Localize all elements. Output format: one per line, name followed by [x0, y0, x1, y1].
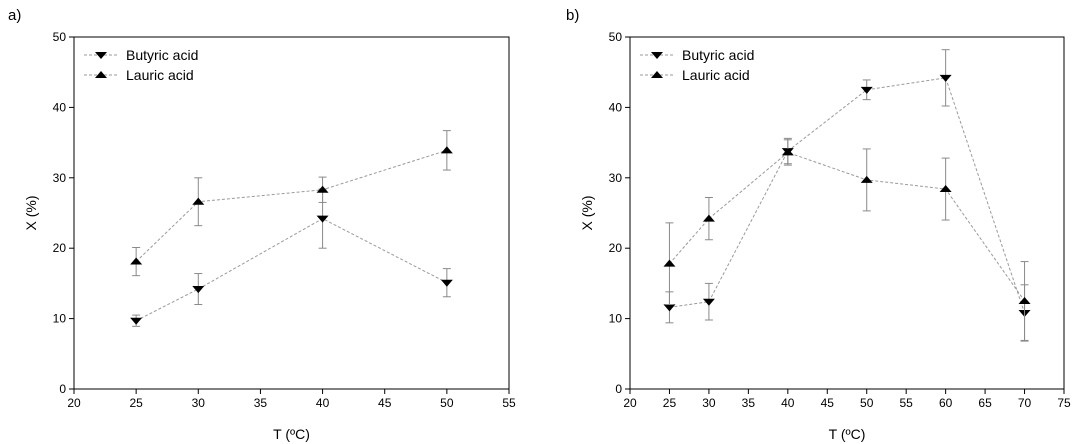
x-tick-label: 50 — [440, 396, 454, 410]
point-triangle-down — [939, 74, 952, 82]
point-triangle-up — [939, 185, 952, 193]
legend-marker-triangle-down — [95, 52, 107, 60]
x-tick-label: 65 — [978, 396, 992, 410]
point-triangle-up — [192, 197, 205, 205]
point-triangle-up — [1018, 296, 1031, 304]
legend-label: Butyric acid — [682, 47, 754, 63]
legend-label: Lauric acid — [126, 67, 194, 83]
series-line — [135, 149, 448, 262]
y-tick-label: 0 — [615, 382, 622, 396]
legend-label: Lauric acid — [682, 67, 750, 83]
series-line — [135, 218, 448, 322]
legend-marker-triangle-down — [651, 52, 663, 60]
series-butyric — [663, 49, 1031, 342]
point-triangle-down — [130, 317, 143, 325]
point-triangle-down — [440, 279, 453, 287]
x-tick-label: 50 — [860, 396, 874, 410]
point-triangle-up — [781, 148, 794, 156]
legend: Butyric acid Lauric acid — [640, 47, 754, 83]
x-tick-label: 35 — [742, 396, 756, 410]
x-tick-label: 45 — [378, 396, 392, 410]
x-tick-label: 25 — [663, 396, 677, 410]
chart-b: b) 20 25 30 35 40 45 50 55 60 65 70 75 0 10 20 30 40 50 T (… — [566, 7, 1071, 442]
point-triangle-up — [860, 175, 873, 183]
y-tick-label: 30 — [53, 171, 67, 185]
y-tick-label: 30 — [609, 171, 623, 185]
point-triangle-down — [192, 286, 205, 294]
series-butyric — [130, 188, 453, 327]
series-lauric — [663, 139, 1031, 341]
series-lauric — [130, 130, 453, 277]
x-tick-label: 40 — [316, 396, 330, 410]
panel-label: a) — [8, 7, 21, 24]
y-tick-label: 40 — [609, 100, 623, 114]
point-triangle-up — [316, 185, 329, 193]
y-tick-label: 40 — [53, 100, 67, 114]
x-tick-label: 25 — [129, 396, 143, 410]
x-tick-label: 30 — [702, 396, 716, 410]
chart-a: a) 20 25 30 35 40 45 50 55 0 10 20 30 40 50 T (ºC) X (%)… — [8, 7, 516, 442]
point-triangle-down — [702, 298, 715, 306]
series-line — [669, 151, 1025, 302]
y-tick-label: 50 — [53, 30, 67, 44]
series-line — [669, 77, 1026, 314]
y-tick-label: 50 — [609, 30, 623, 44]
plot-frame — [629, 36, 1065, 390]
point-triangle-down — [860, 86, 873, 94]
x-tick-label: 30 — [192, 396, 206, 410]
y-tick-label: 10 — [609, 312, 623, 326]
point-triangle-up — [440, 146, 453, 154]
x-axis-title: T (ºC) — [829, 426, 866, 442]
point-triangle-up — [702, 214, 715, 222]
x-tick-label: 40 — [781, 396, 795, 410]
x-tick-label: 70 — [1018, 396, 1032, 410]
point-triangle-up — [130, 257, 143, 265]
x-tick-label: 55 — [900, 396, 914, 410]
y-tick-label: 20 — [609, 241, 623, 255]
y-tick-label: 0 — [59, 382, 66, 396]
y-tick-label: 20 — [53, 241, 67, 255]
point-triangle-up — [663, 259, 676, 267]
y-axis-title: X (%) — [579, 196, 595, 231]
plot-frame — [73, 36, 510, 390]
x-tick-label: 55 — [502, 396, 516, 410]
legend: Butyric acid Lauric acid — [84, 47, 198, 83]
y-tick-label: 10 — [53, 312, 67, 326]
x-tick-label: 45 — [821, 396, 835, 410]
x-tick-label: 20 — [67, 396, 81, 410]
legend-marker-triangle-up — [651, 70, 663, 78]
point-triangle-down — [663, 304, 676, 312]
panel-label: b) — [566, 7, 579, 24]
x-tick-label: 35 — [254, 396, 268, 410]
legend-label: Butyric acid — [126, 47, 198, 63]
x-tick-label: 20 — [623, 396, 637, 410]
x-tick-label: 60 — [939, 396, 953, 410]
x-axis-title: T (ºC) — [273, 426, 310, 442]
y-axis-title: X (%) — [23, 196, 39, 231]
legend-marker-triangle-up — [95, 70, 107, 78]
x-tick-label: 75 — [1057, 396, 1071, 410]
point-triangle-down — [316, 215, 329, 223]
